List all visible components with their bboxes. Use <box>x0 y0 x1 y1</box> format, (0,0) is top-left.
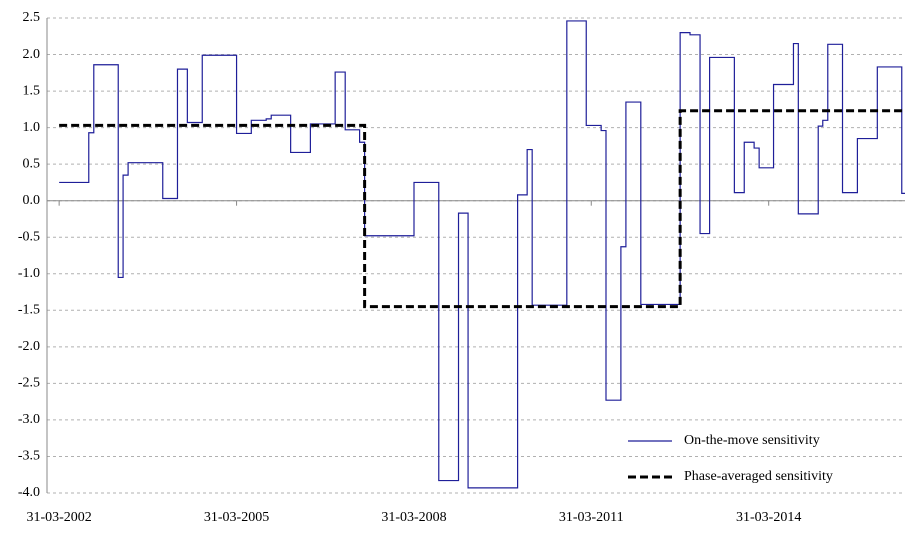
x-tick-label: 31-03-2014 <box>736 510 801 525</box>
x-tick-label: 31-03-2011 <box>559 510 624 525</box>
y-tick-label: -3.0 <box>18 412 40 427</box>
y-tick-label: 2.5 <box>23 10 41 25</box>
series-line <box>59 20 905 489</box>
y-tick-label: 1.0 <box>23 120 41 135</box>
y-tick-label: -1.5 <box>18 303 40 318</box>
y-tick-label: -1.0 <box>18 266 40 281</box>
series-line <box>59 109 905 309</box>
y-tick-label: 0.5 <box>23 156 41 171</box>
legend-label: Phase-averaged sensitivity <box>684 469 833 484</box>
y-tick-label: 0.0 <box>23 193 41 208</box>
y-tick-label: 2.0 <box>23 47 41 62</box>
x-tick-label: 31-03-2005 <box>204 510 269 525</box>
y-tick-label: -2.5 <box>18 376 40 391</box>
y-tick-label: -4.0 <box>18 485 40 500</box>
x-tick-label: 31-03-2008 <box>381 510 446 525</box>
x-tick-label: 31-03-2002 <box>26 510 91 525</box>
y-tick-label: -3.5 <box>18 449 40 464</box>
y-tick-label: -0.5 <box>18 229 40 244</box>
y-tick-label: 1.5 <box>23 83 41 98</box>
y-tick-label: -2.0 <box>18 339 40 354</box>
legend-label: On-the-move sensitivity <box>684 433 820 448</box>
